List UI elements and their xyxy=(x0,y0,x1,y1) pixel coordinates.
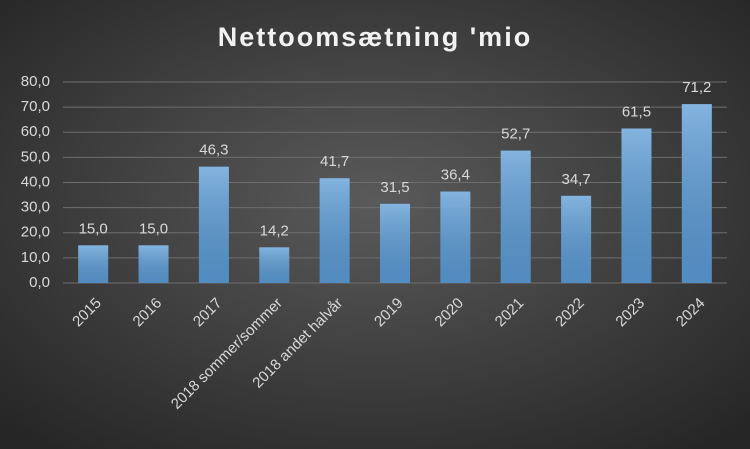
value-label: 52,7 xyxy=(501,126,530,143)
value-label: 71,2 xyxy=(682,79,711,96)
y-tick-label: 40,0 xyxy=(21,173,50,190)
bar-shade xyxy=(561,195,592,283)
y-tick-label: 20,0 xyxy=(21,224,50,241)
y-tick-label: 60,0 xyxy=(21,123,50,140)
bar-shade xyxy=(259,247,290,283)
value-label: 61,5 xyxy=(622,103,651,120)
bar-shade xyxy=(380,203,410,283)
bar-shade xyxy=(198,166,229,283)
value-label: 41,7 xyxy=(320,153,349,170)
y-tick-label: 0,0 xyxy=(29,274,50,291)
value-label: 15,0 xyxy=(79,220,108,237)
bar-shade xyxy=(440,191,471,283)
bar-shade xyxy=(138,245,169,283)
bar-shade xyxy=(78,245,109,283)
y-tick-label: 50,0 xyxy=(21,148,50,165)
bar-shade xyxy=(621,128,652,283)
y-tick-label: 30,0 xyxy=(21,199,50,216)
y-tick-label: 10,0 xyxy=(21,249,50,266)
value-label: 15,0 xyxy=(139,220,168,237)
value-label: 31,5 xyxy=(380,179,409,196)
value-label: 34,7 xyxy=(561,171,590,188)
value-label: 36,4 xyxy=(441,167,470,184)
bar-shade xyxy=(500,150,531,283)
y-tick-label: 80,0 xyxy=(21,73,50,90)
value-label: 46,3 xyxy=(199,142,228,159)
bar-shade xyxy=(319,178,350,283)
bar-shade xyxy=(681,104,712,283)
y-tick-label: 70,0 xyxy=(21,98,50,115)
value-label: 14,2 xyxy=(260,222,289,239)
chart-title: Nettoomsætning 'mio xyxy=(218,22,532,52)
